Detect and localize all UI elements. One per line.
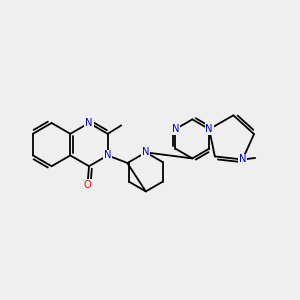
Text: N: N xyxy=(85,118,93,128)
Text: O: O xyxy=(84,180,92,190)
Text: N: N xyxy=(104,150,112,161)
Text: N: N xyxy=(239,154,246,164)
Text: N: N xyxy=(172,124,179,134)
Text: N: N xyxy=(142,147,150,158)
Text: N: N xyxy=(206,124,213,134)
